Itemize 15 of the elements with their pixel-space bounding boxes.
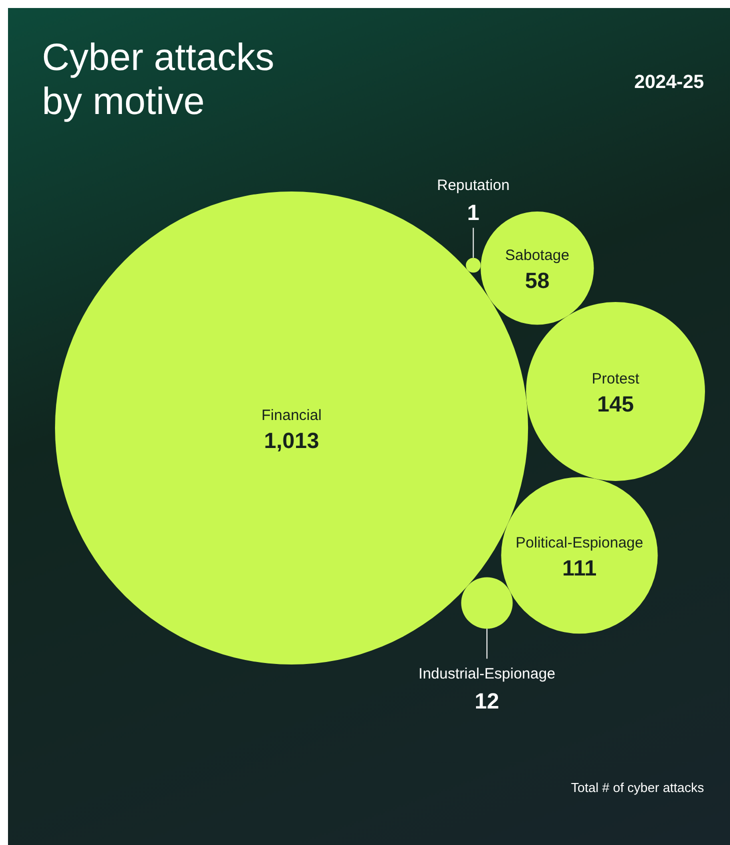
category-label: Protest [592,370,640,388]
data-label: 1,013 [264,428,320,453]
text: 2024-25 [634,72,704,94]
category-label: Sabotage [505,247,570,264]
category-label: Political-Espionage [516,534,644,552]
data-label: 12 [474,688,500,714]
category-label: Financial [262,407,322,424]
text: Cyber attacks by motive [42,36,276,124]
text: Total # of cyber attacks [571,780,704,795]
data-label: 58 [525,268,550,294]
category-label: Industrial-Espionage [418,666,556,683]
data-label: 111 [562,555,597,580]
category-label: Reputation [437,176,510,194]
data-label: 1 [467,200,480,225]
data-label: 145 [597,392,634,417]
